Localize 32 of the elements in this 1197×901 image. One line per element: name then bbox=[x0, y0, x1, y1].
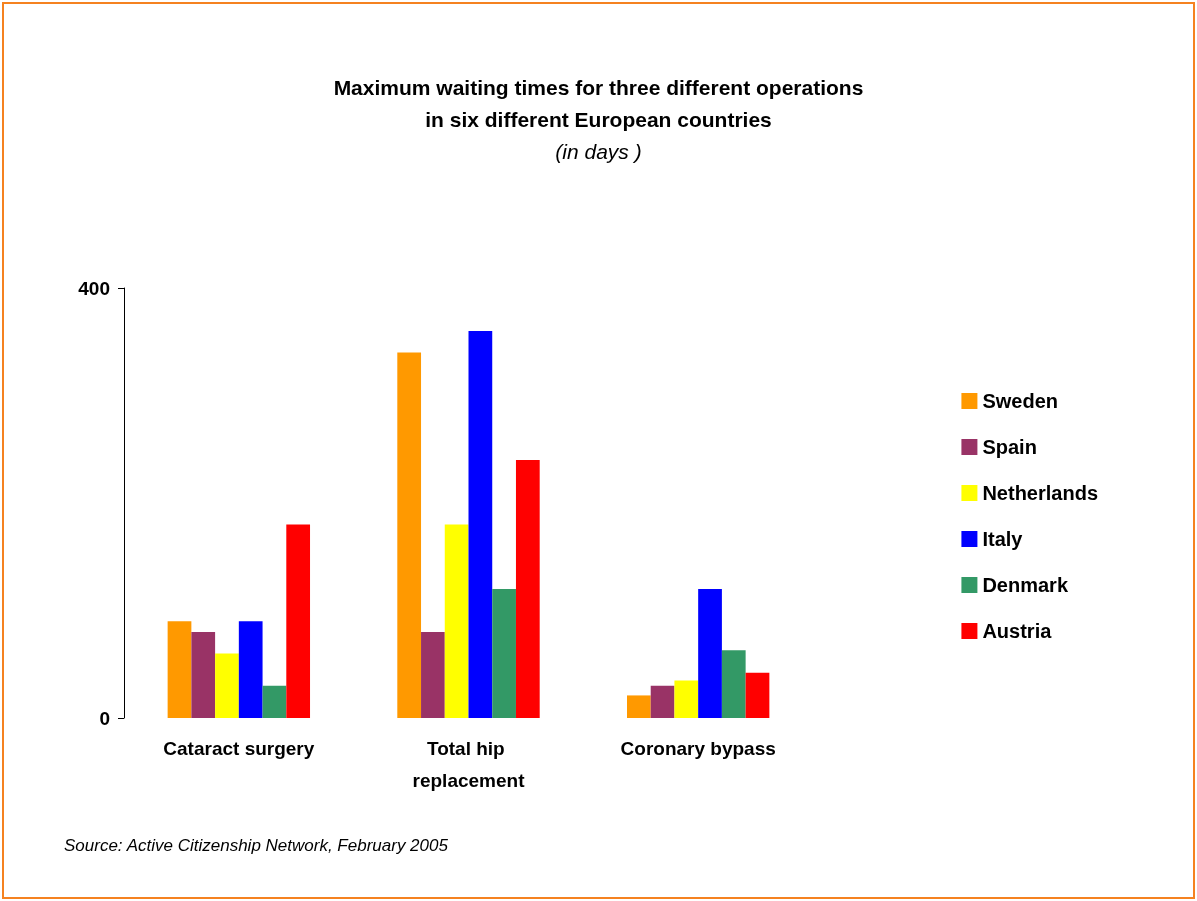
legend-label: Netherlands bbox=[982, 482, 1099, 504]
y-tick-label: 400 bbox=[78, 277, 110, 299]
x-tick-label: Coronary bypass bbox=[620, 737, 776, 759]
bar bbox=[468, 331, 493, 718]
bar bbox=[721, 650, 746, 718]
bar bbox=[444, 524, 469, 718]
source-note: Source: Active Citizenship Network, February 2005 bbox=[64, 836, 449, 855]
bar bbox=[262, 685, 287, 718]
bar bbox=[492, 589, 516, 718]
bar bbox=[167, 621, 192, 718]
bar bbox=[674, 680, 699, 718]
bar bbox=[745, 672, 770, 718]
bar bbox=[650, 685, 675, 718]
x-tick-label: Cataract surgery bbox=[163, 737, 315, 759]
bar bbox=[286, 524, 311, 718]
legend-label: Italy bbox=[982, 528, 1024, 550]
legend-label: Spain bbox=[982, 436, 1037, 458]
bar bbox=[238, 621, 263, 718]
bar bbox=[421, 632, 445, 718]
bar bbox=[215, 653, 239, 718]
chart-title: Maximum waiting times for three different operations in six different European countries bbox=[333, 75, 864, 131]
chart-subtitle: (in days ) bbox=[555, 140, 642, 163]
legend-label: Austria bbox=[982, 620, 1053, 642]
legend-label: Sweden bbox=[982, 390, 1058, 412]
legend-label: Denmark bbox=[982, 574, 1069, 596]
bar bbox=[397, 352, 422, 718]
bar bbox=[698, 589, 722, 718]
bar bbox=[191, 632, 216, 718]
y-tick-label: 0 bbox=[99, 707, 110, 729]
bar bbox=[515, 460, 540, 718]
x-tick-label: Total hip replacement bbox=[412, 737, 526, 791]
bar bbox=[626, 695, 651, 718]
